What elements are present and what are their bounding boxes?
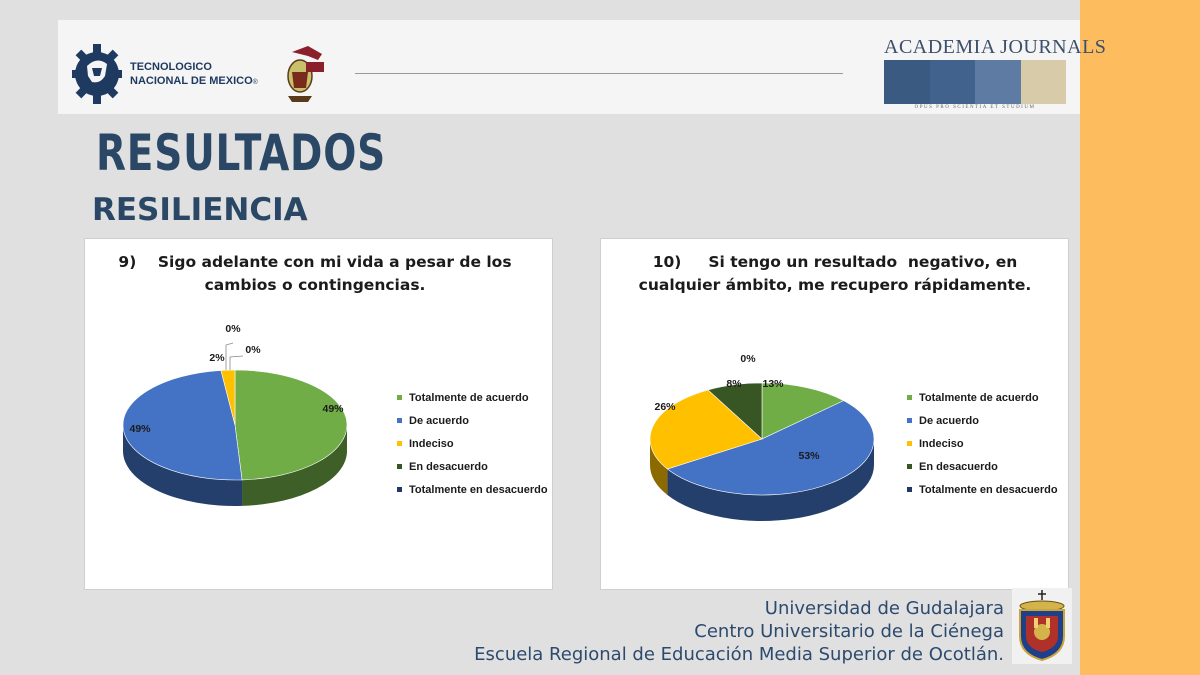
data-label-0: 13% bbox=[762, 378, 784, 390]
pie-side-1 bbox=[667, 439, 874, 521]
footer-line3: Escuela Regional de Educación Media Supe… bbox=[474, 644, 1004, 665]
footer-line2: Centro Universitario de la Ciénega bbox=[694, 621, 1004, 642]
pie-chart-10: 13% 53% 26% 8% 0% bbox=[649, 353, 875, 521]
legend-item-3: En desacuerdo bbox=[907, 455, 1058, 478]
data-label-4: 0% bbox=[740, 353, 756, 365]
pie-slice-2 bbox=[649, 389, 763, 470]
legend-swatch-2 bbox=[907, 441, 912, 446]
tecnm-line1: TECNOLOGICO bbox=[130, 61, 212, 73]
legend-swatch-0 bbox=[907, 395, 912, 400]
header-divider bbox=[355, 73, 843, 74]
udg-coat-of-arms bbox=[1012, 588, 1072, 664]
legend-label-3: En desacuerdo bbox=[919, 460, 998, 473]
footer-line1: Universidad de Gudalajara bbox=[764, 598, 1004, 619]
legend-label-2: Indeciso bbox=[919, 437, 964, 450]
pie-side-2 bbox=[650, 439, 668, 496]
legend-swatch-1 bbox=[907, 418, 912, 423]
chart-panel-10: 13% 53% 26% 8% 0% 10) Si tengo un resultado … bbox=[600, 238, 1069, 590]
chart-panel-9: 49% 49% 2% 0% 0% 9) Sigo adelante con mi vid… bbox=[84, 238, 553, 590]
leader-line-0 bbox=[225, 342, 234, 370]
legend-item-2: Indeciso bbox=[907, 432, 1058, 455]
legend-label-2: Indeciso bbox=[409, 437, 454, 450]
chart-title-9-line1: 9) Sigo adelante con mi vida a pesar de … bbox=[118, 253, 512, 271]
legend-label-1: De acuerdo bbox=[919, 414, 979, 427]
aj-block-2 bbox=[929, 60, 975, 104]
legend-swatch-3 bbox=[907, 464, 912, 469]
legend-label-0: Totalmente de acuerdo bbox=[919, 391, 1039, 404]
footer-institution: Universidad de Gudalajara Centro Univers… bbox=[474, 597, 1004, 666]
leader-line-1 bbox=[229, 355, 244, 370]
legend-label-4: Totalmente en desacuerdo bbox=[919, 483, 1058, 496]
pie-slice-0 bbox=[761, 382, 845, 440]
pie-chart-9: 49% 49% 2% 0% 0% bbox=[122, 323, 348, 506]
pie-slice-3 bbox=[707, 382, 763, 440]
legend-item-1: De acuerdo bbox=[907, 409, 1058, 432]
data-label-0: 49% bbox=[322, 403, 344, 415]
data-label-1: 53% bbox=[798, 450, 820, 462]
chart-legend-10: Totalmente de acuerdo De acuerdo Indeciso E… bbox=[907, 386, 1058, 501]
chart-title-10-line2: cualquier ámbito, me recupero rápidament… bbox=[638, 276, 1032, 294]
academia-journals-title: ACADEMIA JOURNALS bbox=[884, 36, 1107, 58]
chart-title-10-line1: 10) Si tengo un resultado negativo, en bbox=[652, 253, 1018, 271]
aj-block-1 bbox=[884, 60, 930, 104]
legend-label-0: Totalmente de acuerdo bbox=[409, 391, 529, 404]
data-label-3: 0% bbox=[225, 323, 241, 335]
legend-swatch-4 bbox=[397, 487, 402, 492]
chart-title-9: 9) Sigo adelante con mi vida a pesar de … bbox=[105, 251, 525, 297]
pie-side-0 bbox=[242, 425, 347, 506]
accent-side-strip bbox=[1080, 0, 1200, 675]
data-label-2: 2% bbox=[209, 352, 225, 364]
pie-slice-1 bbox=[122, 370, 243, 481]
legend-item-2: Indeciso bbox=[397, 432, 548, 455]
legend-swatch-3 bbox=[397, 464, 402, 469]
academia-journals-color-blocks bbox=[884, 60, 1066, 104]
data-label-2: 26% bbox=[654, 401, 676, 413]
legend-swatch-0 bbox=[397, 395, 402, 400]
data-label-3: 8% bbox=[726, 378, 742, 390]
tecnm-gear-logo bbox=[72, 44, 122, 104]
academia-journals-motto: OPUS PRO SCIENTIA ET STUDIUM bbox=[914, 105, 1036, 110]
pie-slice-1 bbox=[666, 400, 875, 496]
legend-item-4: Totalmente en desacuerdo bbox=[907, 478, 1058, 501]
aj-block-4 bbox=[1020, 60, 1066, 104]
page-subtitle: RESILIENCIA bbox=[92, 192, 308, 228]
aj-block-3 bbox=[975, 60, 1021, 104]
legend-item-0: Totalmente de acuerdo bbox=[397, 386, 548, 409]
tecnm-registered-mark: ® bbox=[252, 79, 258, 86]
tecnm-line2: NACIONAL DE MEXICO bbox=[130, 75, 253, 87]
legend-label-4: Totalmente en desacuerdo bbox=[409, 483, 548, 496]
data-label-4: 0% bbox=[245, 344, 261, 356]
pie-slice-2 bbox=[220, 369, 236, 426]
legend-label-1: De acuerdo bbox=[409, 414, 469, 427]
chart-title-10: 10) Si tengo un resultado negativo, en c… bbox=[625, 251, 1045, 297]
data-label-1: 49% bbox=[129, 423, 151, 435]
legend-item-3: En desacuerdo bbox=[397, 455, 548, 478]
school-crest-logo bbox=[287, 46, 324, 102]
legend-label-3: En desacuerdo bbox=[409, 460, 488, 473]
pie-slice-0 bbox=[234, 369, 348, 481]
legend-item-4: Totalmente en desacuerdo bbox=[397, 478, 548, 501]
page-title: RESULTADOS bbox=[96, 124, 387, 182]
legend-item-0: Totalmente de acuerdo bbox=[907, 386, 1058, 409]
chart-legend-9: Totalmente de acuerdo De acuerdo Indeciso E… bbox=[397, 386, 548, 501]
legend-swatch-2 bbox=[397, 441, 402, 446]
chart-title-9-line2: cambios o contingencias. bbox=[204, 276, 426, 294]
legend-swatch-4 bbox=[907, 487, 912, 492]
legend-swatch-1 bbox=[397, 418, 402, 423]
legend-item-1: De acuerdo bbox=[397, 409, 548, 432]
tecnm-wordmark: TECNOLOGICO NACIONAL DE MEXICO® bbox=[130, 60, 258, 90]
pie-side-1 bbox=[123, 425, 243, 506]
